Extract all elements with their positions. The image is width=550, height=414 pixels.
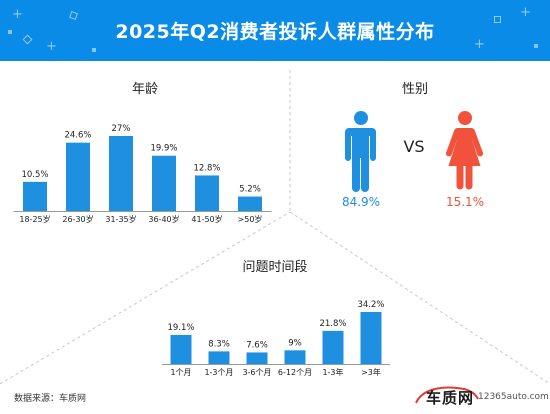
category-label: 1-3年: [322, 367, 343, 377]
left-diagonal-divider: [0, 211, 291, 385]
plus-decoration-icon: +: [520, 5, 531, 20]
bar-value-label: 19.9%: [150, 144, 177, 154]
female-percentage: 15.1%: [445, 195, 485, 209]
age-section-title: 年龄: [131, 82, 158, 97]
dot-decoration-icon: [534, 44, 538, 48]
header-banner: + + + + 2025年Q2消费者投诉人群属性分布: [0, 0, 550, 61]
bar-value-label: 12.8%: [193, 163, 220, 173]
bar: [238, 196, 262, 211]
data-source: 数据来源：车质网: [14, 394, 87, 404]
logo-url: 12365auto.com: [478, 392, 549, 402]
square-decoration-icon: [494, 16, 501, 23]
problem-time-section-title: 问题时间段: [242, 260, 308, 275]
bar: [208, 351, 230, 364]
bar-value-label: 34.2%: [357, 300, 384, 310]
bar: [360, 312, 382, 364]
brand-logo: 车质网 12365auto.com: [412, 381, 549, 409]
bar-value-label: 7.6%: [246, 340, 268, 350]
bar-value-label: 10.5%: [21, 170, 48, 180]
bar: [195, 175, 219, 211]
category-label: 6-12个月: [278, 368, 312, 377]
vs-label: VS: [403, 137, 425, 156]
bar-value-label: 24.6%: [64, 131, 91, 141]
bar-value-label: 8.3%: [208, 339, 230, 349]
plus-decoration-icon: +: [474, 37, 485, 52]
bar: [152, 155, 176, 211]
bar-value-label: 19.1%: [167, 323, 194, 333]
bar: [170, 334, 192, 364]
logo-text: 车质网: [426, 389, 475, 407]
plus-decoration-icon: +: [12, 7, 23, 22]
bar: [66, 142, 90, 211]
dot-decoration-icon: [8, 30, 12, 34]
category-label: >3年: [361, 367, 381, 377]
category-label: 31-35岁: [105, 214, 136, 224]
right-diagonal-divider: [289, 211, 550, 385]
category-label: 1个月: [170, 368, 191, 377]
gender-section-title: 性别: [401, 82, 428, 97]
category-label: 36-40岁: [148, 214, 179, 224]
car-outline-icon: [415, 386, 479, 404]
bar-value-label: 9%: [288, 338, 302, 348]
category-label: >50岁: [238, 214, 263, 224]
male-person-icon: [345, 111, 376, 192]
page-title: 2025年Q2消费者投诉人群属性分布: [115, 21, 435, 43]
bar: [246, 352, 268, 364]
bar: [322, 330, 344, 364]
category-label: 41-50岁: [191, 214, 222, 224]
female-person-icon: [445, 111, 484, 190]
bar: [284, 350, 306, 364]
bar: [109, 136, 133, 211]
dot-decoration-icon: [92, 48, 96, 52]
bar-value-label: 21.8%: [319, 319, 346, 329]
male-percentage: 84.9%: [341, 195, 381, 209]
category-label: 3-6个月: [242, 368, 271, 377]
category-label: 26-30岁: [62, 214, 93, 224]
category-label: 1-3个月: [204, 368, 233, 377]
category-label: 18-25岁: [19, 214, 50, 224]
bar: [23, 181, 47, 211]
plus-decoration-icon: +: [46, 39, 57, 54]
bar-value-label: 27%: [112, 124, 131, 134]
bar-value-label: 5.2%: [239, 185, 261, 195]
